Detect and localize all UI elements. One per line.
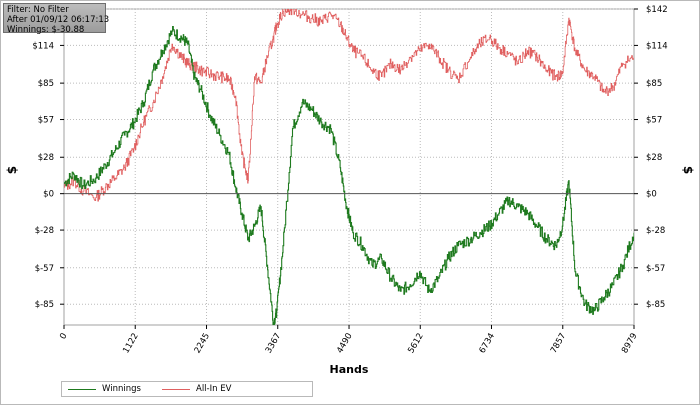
y-tick-label-left: $-57 — [35, 264, 54, 274]
x-tick-label: 7857 — [549, 332, 568, 356]
y-tick-label-right: $114 — [646, 41, 668, 51]
x-tick-label: 5612 — [406, 332, 425, 356]
legend-label-winnings: Winnings — [102, 384, 141, 394]
y-tick-label-right: $142 — [646, 5, 668, 15]
y-tick-label-right: $28 — [646, 153, 662, 163]
series-line-all-in-ev — [64, 9, 634, 202]
legend-swatch-all-in-ev — [162, 389, 190, 390]
winnings-text: Winnings: $-30.88 — [7, 25, 85, 35]
legend-label-all-in-ev: All-In EV — [196, 384, 232, 394]
y-axis-title-right: $ — [681, 166, 695, 174]
x-tick-label: 1122 — [121, 332, 140, 356]
y-tick-label-right: $0 — [646, 190, 657, 200]
y-tick-label-left: $-85 — [35, 300, 54, 310]
y-tick-label-right: $-85 — [646, 300, 665, 310]
x-tick-label: 4490 — [335, 332, 354, 356]
plot-area — [63, 8, 635, 326]
after-date-text: After 01/09/12 06:17:13 — [7, 15, 110, 25]
y-tick-label-left: $28 — [38, 153, 54, 163]
legend: Winnings All-In EV — [61, 381, 313, 397]
y-tick-label-left: $-28 — [35, 226, 54, 236]
filter-info-box: Filter: No Filter After 01/09/12 06:17:1… — [3, 3, 110, 35]
y-tick-label-right: $-57 — [646, 264, 665, 274]
y-axis-title-left: $ — [5, 166, 19, 174]
x-tick-label: 6734 — [478, 332, 497, 356]
tick-layer: $-85 $-85 $-57 $-57 $-28 $-28 $0 $0 $28 $28 $57 $57… — [32, 5, 667, 355]
y-tick-label-left: $85 — [38, 79, 54, 89]
x-tick-label: 2245 — [193, 332, 212, 356]
series-layer — [64, 9, 634, 325]
filter-text: Filter: No Filter — [7, 5, 69, 15]
x-axis-title: Hands — [330, 363, 369, 376]
y-tick-label-left: $57 — [38, 116, 54, 126]
series-line-winnings — [64, 25, 634, 325]
x-tick-label: 3367 — [264, 332, 283, 356]
legend-swatch-winnings — [68, 389, 96, 390]
y-tick-label-right: $57 — [646, 116, 662, 126]
y-tick-label-left: $114 — [32, 41, 54, 51]
y-tick-label-right: $-28 — [646, 226, 665, 236]
x-tick-label: 8979 — [620, 332, 639, 356]
y-tick-label-right: $85 — [646, 79, 662, 89]
x-tick-label: 0 — [58, 332, 69, 342]
y-tick-label-left: $0 — [43, 190, 54, 200]
